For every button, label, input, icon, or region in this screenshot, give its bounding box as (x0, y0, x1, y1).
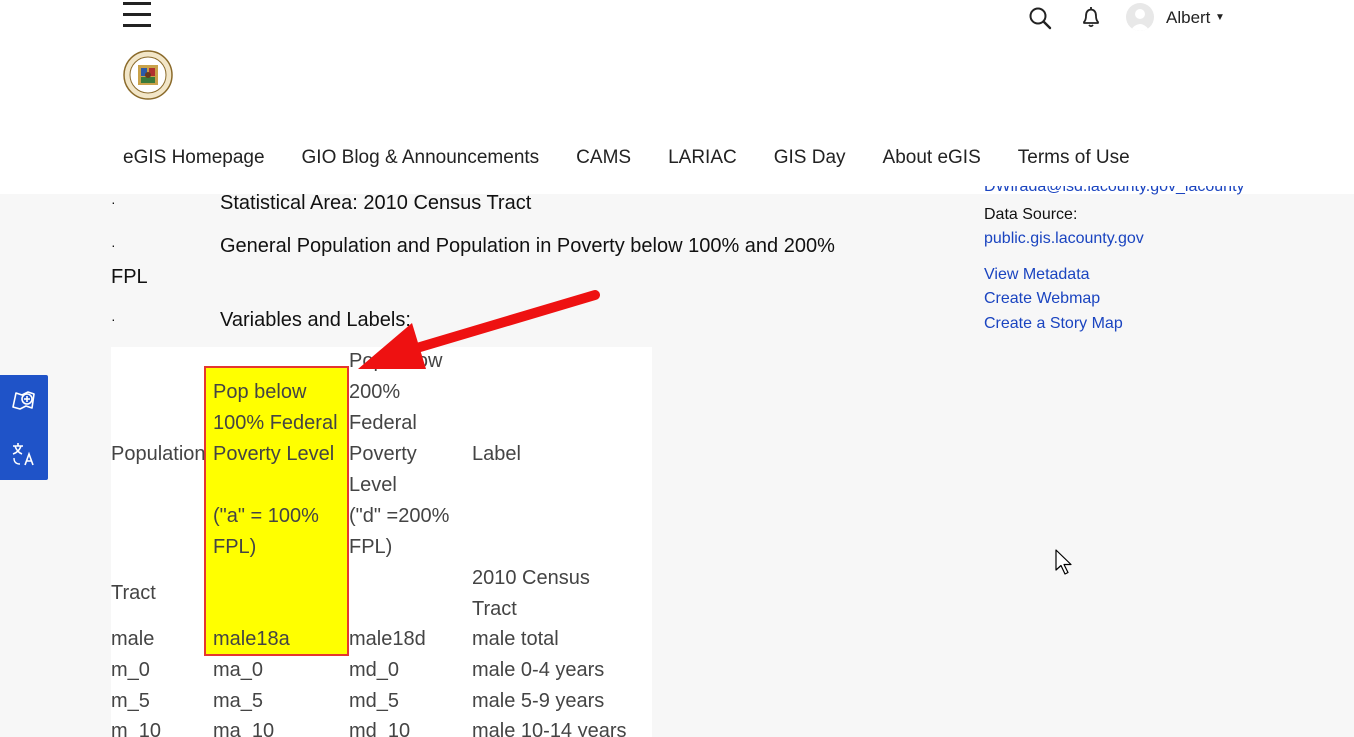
hamburger-menu-icon[interactable] (123, 2, 151, 30)
tract-label-line: 2010 Census (472, 567, 590, 589)
header-population: Population (111, 443, 206, 465)
header-label: Label (472, 443, 521, 465)
header-pov200-line: 200% (349, 381, 401, 403)
table-cell: male 0-4 years (472, 659, 605, 681)
table-cell: m_10 (111, 720, 162, 737)
main-nav: eGIS Homepage GIO Blog & Announcements C… (123, 146, 1167, 170)
variables-labels-text: Variables and Labels: (220, 309, 411, 331)
caret-down-icon[interactable]: ▼ (1215, 12, 1225, 23)
header-pov100-line: FPL) (213, 536, 257, 558)
table-cell: ma_5 (213, 690, 264, 712)
header-pov200-line: Level (349, 474, 397, 496)
header-pov200-line: ("d" =200% (349, 505, 450, 527)
table-cell: male total (472, 628, 559, 650)
create-story-map-link[interactable]: Create a Story Map (984, 315, 1123, 332)
mouse-cursor-icon (1055, 549, 1072, 575)
nav-gio-blog[interactable]: GIO Blog & Announcements (301, 147, 540, 168)
site-header: Albert ▼ eGIS Homepage GIO Blog & Announ… (0, 0, 1354, 194)
header-pov100-line: Pop below (213, 381, 307, 403)
contact-email-link[interactable]: DWirada@isd.lacounty.gov_lacounty (984, 178, 1245, 195)
table-cell: m_5 (111, 690, 150, 712)
bullet: · (111, 194, 116, 210)
table-cell: male (111, 628, 155, 650)
variables-table (111, 347, 652, 737)
table-cell: m_0 (111, 659, 150, 681)
header-pov100-line: Poverty Level (213, 443, 335, 465)
nav-lariac[interactable]: LARIAC (668, 147, 737, 168)
nav-egis-homepage[interactable]: eGIS Homepage (123, 147, 265, 168)
table-cell: md_5 (349, 690, 400, 712)
county-seal-logo[interactable] (123, 50, 173, 100)
bullet: · (111, 311, 116, 327)
data-source-label: Data Source: (984, 206, 1078, 223)
nav-terms-of-use[interactable]: Terms of Use (1017, 147, 1130, 168)
avatar-icon[interactable] (1126, 3, 1154, 31)
statistical-area-text: Statistical Area: 2010 Census Tract (220, 192, 532, 214)
view-metadata-link[interactable]: View Metadata (984, 266, 1090, 283)
table-cell: male 10-14 years (472, 720, 627, 737)
header-pov100-line: 100% Federal (213, 412, 338, 434)
table-cell: male18d (349, 628, 426, 650)
table-cell: male18a (213, 628, 290, 650)
bullet: · (111, 237, 116, 253)
table-cell: ma_0 (213, 659, 264, 681)
table-cell: md_0 (349, 659, 400, 681)
nav-cams[interactable]: CAMS (576, 147, 632, 168)
header-pov200-line: Poverty (349, 443, 417, 465)
create-webmap-link[interactable]: Create Webmap (984, 290, 1101, 307)
translate-icon[interactable] (10, 440, 38, 468)
highlight-box (204, 366, 349, 656)
search-icon[interactable] (1028, 6, 1052, 30)
header-pov100-line: ("a" = 100% (213, 505, 319, 527)
table-cell: md_10 (349, 720, 411, 737)
data-source-link[interactable]: public.gis.lacounty.gov (984, 230, 1144, 247)
side-toolbar (0, 375, 48, 480)
table-cell: male 5-9 years (472, 690, 605, 712)
population-text-wrap: FPL (111, 266, 148, 288)
tract-label-line: Tract (472, 598, 517, 620)
bell-icon[interactable] (1079, 5, 1103, 29)
header-pov200-line: Federal (349, 412, 417, 434)
nav-gis-day[interactable]: GIS Day (773, 147, 846, 168)
nav-about-egis[interactable]: About eGIS (882, 147, 981, 168)
table-cell: ma_10 (213, 720, 275, 737)
add-map-icon[interactable] (10, 386, 38, 414)
tract-cell: Tract (111, 582, 156, 604)
red-arrow-annotation (358, 290, 600, 369)
user-name[interactable]: Albert (1166, 8, 1211, 27)
header-pov200-line: FPL) (349, 536, 393, 558)
population-text: General Population and Population in Pov… (220, 235, 835, 257)
